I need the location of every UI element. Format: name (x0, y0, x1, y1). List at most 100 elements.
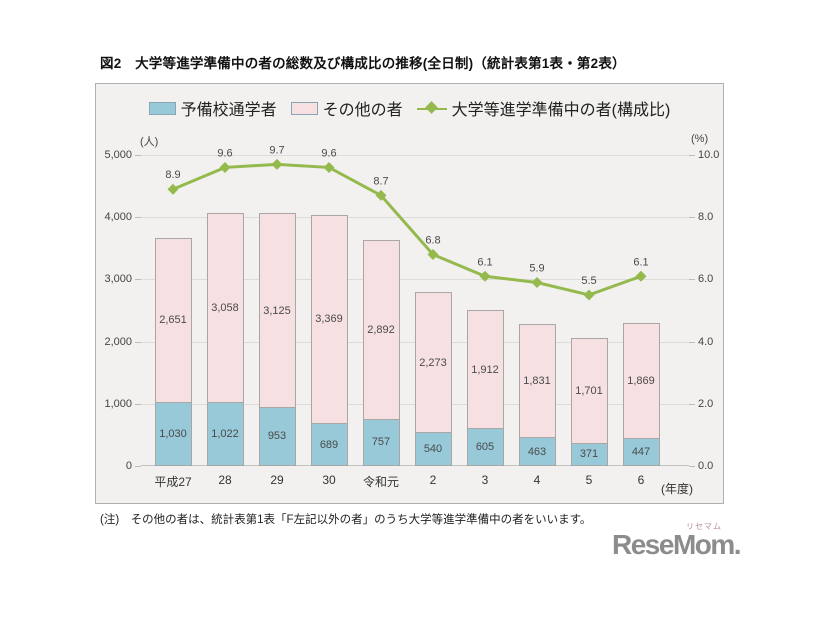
legend-label: 大学等進学準備中の者(構成比) (451, 102, 671, 119)
legend-item-line: 大学等進学準備中の者(構成比) (416, 96, 671, 120)
bar-value-label: 1,030 (159, 427, 187, 440)
bar-segment-blue: 953 (258, 406, 296, 466)
x-axis-unit-label: (年度) (661, 482, 693, 496)
left-tick (135, 155, 141, 156)
plot-area: 0 0.0 1,000 2.0 2,000 4.0 3,000 6.0 4,000 8.0 5,00… (104, 144, 719, 496)
right-tick (689, 466, 695, 467)
bar-value-label: 1,869 (627, 375, 655, 388)
left-tick (135, 217, 141, 219)
bar-value-label: 1,701 (575, 385, 603, 398)
right-axis-tick-label: 6.0 (698, 273, 714, 286)
legend-label: その他の者 (322, 102, 403, 119)
left-axis-tick-label: 4,000 (104, 211, 132, 224)
right-axis-tick-label: 10.0 (698, 149, 720, 161)
x-axis-category-label: 29 (270, 473, 284, 487)
bar-value-label: 540 (423, 443, 443, 456)
bar-segment-blue: 447 (622, 438, 660, 466)
legend-item-bar-blue: 予備校通学者 (148, 96, 277, 120)
right-axis-tick-label: 4.0 (698, 335, 714, 348)
left-axis-unit: (人) (140, 136, 159, 148)
chart-container: 予備校通学者 その他の者 大学等進学準備中の者(構成比) (人) (%) 0 0.… (95, 83, 724, 504)
left-axis-tick-label: 2,000 (104, 335, 132, 348)
legend-swatch-blue (148, 101, 176, 115)
left-axis-tick-label: 0 (125, 460, 132, 472)
line-marker-diamond (427, 249, 439, 261)
line-marker-diamond (271, 158, 283, 170)
x-axis-category-label: 平成27 (154, 475, 192, 489)
bar-segment-pink: 2,892 (362, 240, 400, 420)
bar-value-label: 1,831 (523, 375, 551, 388)
x-axis-category-label: 令和元 (362, 475, 400, 489)
line-value-label: 6.8 (425, 235, 440, 247)
bar-segment-blue: 1,030 (154, 401, 192, 466)
right-axis-unit: (%) (691, 133, 709, 145)
line-marker-diamond (583, 289, 595, 301)
line-marker-diamond (167, 183, 179, 195)
line-value-label: 8.9 (165, 169, 180, 181)
bar-segment-pink: 1,869 (622, 322, 660, 440)
bar-value-label: 2,892 (367, 323, 395, 336)
bar-value-label: 3,369 (315, 313, 343, 326)
line-value-label: 9.6 (321, 147, 336, 159)
line-value-label: 6.1 (477, 256, 492, 268)
x-axis-category-label: 2 (429, 473, 437, 487)
right-tick (689, 403, 695, 405)
x-axis-category-label: 6 (637, 473, 645, 487)
resemom-logo: リセマム ReseMom. (612, 523, 742, 560)
right-tick (689, 341, 695, 343)
line-marker-diamond (323, 161, 335, 173)
right-axis-tick-label: 2.0 (698, 397, 714, 410)
bar-value-label: 757 (371, 436, 391, 449)
left-tick (135, 341, 141, 343)
line-value-label: 8.7 (373, 175, 388, 187)
bar-value-label: 3,125 (263, 304, 291, 317)
x-axis-category-label: 28 (218, 473, 232, 487)
bar-segment-blue: 463 (518, 437, 556, 466)
bar-value-label: 463 (527, 445, 547, 458)
bar-value-label: 447 (631, 446, 651, 459)
legend-swatch-pink (290, 101, 318, 115)
figure-note: (注) その他の者は、統計表第1表「F左記以外の者」のうち大学等進学準備中の者を… (100, 514, 592, 526)
bar-value-label: 2,651 (159, 314, 187, 327)
line-value-label: 5.5 (581, 275, 596, 287)
bar-value-label: 2,273 (419, 356, 447, 369)
line-marker-diamond (219, 161, 231, 173)
bar-segment-pink: 1,701 (570, 338, 608, 444)
figure-title: 図2 大学等進学準備中の者の総数及び構成比の推移(全日制)（統計表第1表・第2表… (100, 56, 626, 71)
line-marker-diamond (375, 189, 387, 201)
bar-segment-blue: 540 (414, 432, 452, 466)
bar-value-label: 605 (475, 441, 495, 454)
chart-legend: 予備校通学者 その他の者 大学等進学準備中の者(構成比) (96, 96, 723, 120)
right-axis-tick-label: 8.0 (698, 211, 714, 224)
left-tick (135, 466, 141, 467)
line-value-label: 9.6 (217, 147, 232, 159)
legend-label: 予備校通学者 (180, 102, 277, 119)
bar-segment-blue: 605 (466, 428, 504, 466)
bar-segment-pink: 3,369 (310, 214, 348, 425)
bar-segment-pink: 2,273 (414, 292, 452, 434)
line-value-label: 5.9 (529, 263, 544, 275)
legend-item-bar-pink: その他の者 (290, 96, 403, 120)
bar-value-label: 953 (267, 430, 287, 443)
x-axis-category-label: 5 (585, 473, 593, 487)
gridline (141, 155, 689, 156)
x-axis-category-label: 3 (481, 473, 489, 487)
logo-wordmark: ReseMom. (612, 529, 742, 560)
bar-segment-pink: 3,058 (206, 213, 244, 404)
right-tick (689, 155, 695, 156)
bar-value-label: 1,022 (211, 428, 239, 441)
x-axis-category-label: 30 (322, 473, 336, 487)
bar-segment-pink: 3,125 (258, 213, 296, 408)
left-axis-tick-label: 5,000 (104, 149, 132, 161)
bar-segment-pink: 1,912 (466, 310, 504, 430)
bar-segment-blue: 757 (362, 418, 400, 466)
left-tick (135, 403, 141, 405)
bar-value-label: 1,912 (471, 363, 499, 376)
right-axis-tick-label: 0.0 (698, 460, 714, 472)
bar-segment-blue: 1,022 (206, 402, 244, 466)
bar-segment-pink: 2,651 (154, 238, 192, 403)
left-tick (135, 279, 141, 281)
left-axis-tick-label: 3,000 (104, 273, 132, 286)
line-value-label: 6.1 (633, 256, 648, 268)
